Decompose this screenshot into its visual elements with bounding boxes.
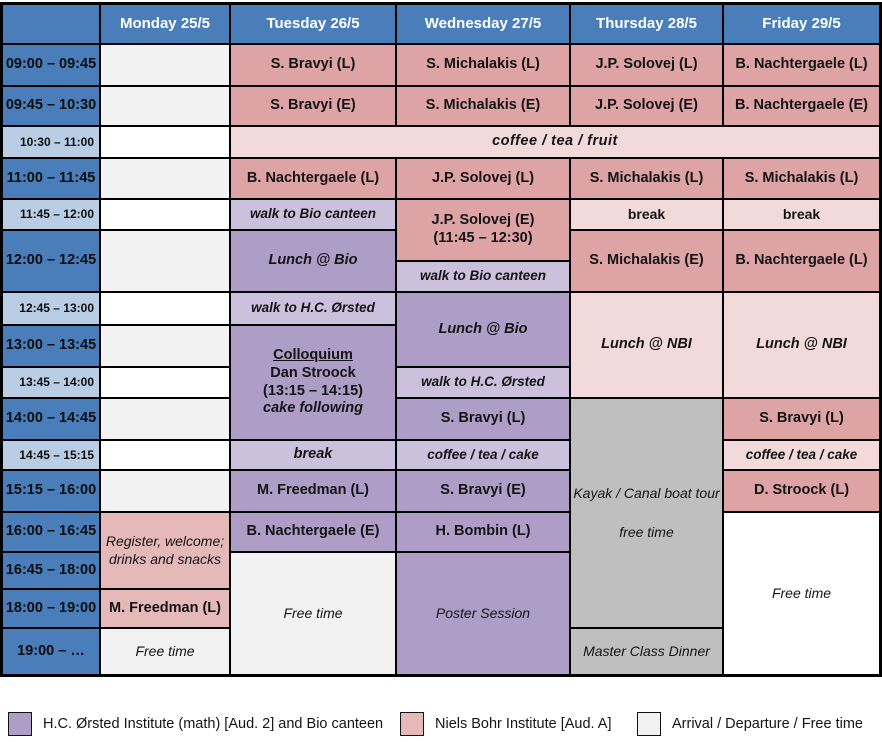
time-label-1345: 13:45 – 14:00 [3,368,99,397]
time-label-1300: 13:00 – 13:45 [3,326,99,366]
cell-wed-bravyi-l: S. Bravyi (L) [397,399,569,439]
corner-cell [3,5,99,43]
cell-wed-walk-bio: walk to Bio canteen [397,262,569,291]
cell-tue-bravyi-e: S. Bravyi (E) [231,87,395,125]
cell-thu-master-class-dinner: Master Class Dinner [571,629,722,674]
legend-swatch-pink [400,712,424,736]
cell-fri-bravyi-l: S. Bravyi (L) [724,399,879,439]
time-label-1515: 15:15 – 16:00 [3,471,99,511]
time-label-1400: 14:00 – 14:45 [3,399,99,439]
colloquium-time: (13:15 – 14:15) [263,382,363,399]
cell-tue-break: break [231,441,395,469]
cell-fri-free-time: Free time [724,513,879,674]
cell-tue-walk-bio: walk to Bio canteen [231,200,395,229]
cell-thu-lunch-nbi: Lunch @ NBI [571,293,722,397]
cell-thu-break: break [571,200,722,229]
cell-mon-registration: Register, welcome; drinks and snacks [101,513,229,588]
cell-fri-nachtergaele-l: B. Nachtergaele (L) [724,45,879,85]
day-header-monday: Monday 25/5 [101,5,229,43]
cell-mon-freedman: M. Freedman (L) [101,590,229,627]
colloquium-title: Colloquium [273,347,353,364]
cell-mon-1145-empty [101,200,229,229]
time-label-0900: 09:00 – 09:45 [3,45,99,85]
time-label-1100: 11:00 – 11:45 [3,159,99,198]
cell-wed-walk-hco: walk to H.C. Ørsted [397,368,569,397]
cell-fri-stroock-l: D. Stroock (L) [724,471,879,511]
cell-mon-1100-empty [101,159,229,198]
cell-tue-bravyi-l: S. Bravyi (L) [231,45,395,85]
time-label-0945: 09:45 – 10:30 [3,87,99,125]
legend: H.C. Ørsted Institute (math) [Aud. 2] an… [0,712,882,740]
cell-wed-bombin-l: H. Bombin (L) [397,513,569,551]
legend-swatch-purple [8,712,32,736]
time-label-1245: 12:45 – 13:00 [3,293,99,324]
cell-tue-colloquium: Colloquium Dan Stroock (13:15 – 14:15) c… [231,326,395,439]
legend-item-free: Arrival / Departure / Free time [637,712,863,736]
kayak-tour-label: Kayak / Canal boat tour [573,484,720,501]
cell-mon-1300-empty [101,326,229,366]
wed-solovej-e-time: (11:45 – 12:30) [433,230,533,246]
cell-wed-solovej-e: J.P. Solovej (E) (11:45 – 12:30) [397,200,569,260]
cell-mon-1030-empty [101,127,229,157]
cell-tue-walk-hco: walk to H.C. Ørsted [231,293,395,324]
cell-mon-free-time: Free time [101,629,229,674]
cell-fri-nachtergaele-l2: B. Nachtergaele (L) [724,231,879,291]
cell-fri-lunch-nbi: Lunch @ NBI [724,293,879,397]
legend-label-hco: H.C. Ørsted Institute (math) [Aud. 2] an… [43,716,384,732]
legend-item-hco: H.C. Ørsted Institute (math) [Aud. 2] an… [8,712,383,736]
cell-mon-1200-empty [101,231,229,291]
legend-item-nbi: Niels Bohr Institute [Aud. A] [400,712,612,736]
legend-label-nbi: Niels Bohr Institute [Aud. A] [435,716,612,732]
cell-tue-free-time: Free time [231,553,395,674]
cell-tue-nachtergaele-e: B. Nachtergaele (E) [231,513,395,551]
time-label-1145: 11:45 – 12:00 [3,200,99,229]
cell-thu-solovej-l: J.P. Solovej (L) [571,45,722,85]
time-label-1030: 10:30 – 11:00 [3,127,99,157]
time-label-1600: 16:00 – 16:45 [3,513,99,551]
day-header-thursday: Thursday 28/5 [571,5,722,43]
time-label-1645: 16:45 – 18:00 [3,553,99,588]
cell-wed-michalakis-e: S. Michalakis (E) [397,87,569,125]
cell-thu-kayak-tour: Kayak / Canal boat tour free time [571,399,722,627]
cell-mon-1445-empty [101,441,229,469]
legend-swatch-white [637,712,661,736]
time-label-1800: 18:00 – 19:00 [3,590,99,627]
cell-mon-1515-empty [101,471,229,511]
time-label-1200: 12:00 – 12:45 [3,231,99,291]
cell-fri-break: break [724,200,879,229]
cell-wed-lunch-bio: Lunch @ Bio [397,293,569,366]
cell-thu-michalakis-l: S. Michalakis (L) [571,159,722,198]
cell-wed-bravyi-e: S. Bravyi (E) [397,471,569,511]
time-label-1445: 14:45 – 15:15 [3,441,99,469]
cell-fri-coffee-cake: coffee / tea / cake [724,441,879,469]
cell-mon-1245-empty [101,293,229,324]
wed-solovej-e-name: J.P. Solovej (E) [431,212,535,229]
cell-wed-michalakis-l: S. Michalakis (L) [397,45,569,85]
schedule-table: Monday 25/5 Tuesday 26/5 Wednesday 27/5 … [0,2,882,677]
cell-tue-nachtergaele-l: B. Nachtergaele (L) [231,159,395,198]
day-header-friday: Friday 29/5 [724,5,879,43]
cell-wed-coffee-cake: coffee / tea / cake [397,441,569,469]
cell-wed-poster-session: Poster Session [397,553,569,674]
cell-mon-1400-empty [101,399,229,439]
day-header-wednesday: Wednesday 27/5 [397,5,569,43]
cell-tue-lunch-bio: Lunch @ Bio [231,231,395,291]
legend-label-free: Arrival / Departure / Free time [672,716,863,732]
cell-thu-michalakis-e: S. Michalakis (E) [571,231,722,291]
cell-fri-michalakis-l: S. Michalakis (L) [724,159,879,198]
time-label-1900: 19:00 – … [3,629,99,674]
cell-mon-1345-empty [101,368,229,397]
cell-mon-0945-empty [101,87,229,125]
cell-coffee-tea-fruit: coffee / tea / fruit [231,127,879,157]
colloquium-note: cake following [263,400,363,417]
cell-fri-nachtergaele-e: B. Nachtergaele (E) [724,87,879,125]
cell-mon-0900-empty [101,45,229,85]
cell-wed-solovej-l: J.P. Solovej (L) [397,159,569,198]
colloquium-speaker: Dan Stroock [270,364,356,381]
cell-tue-freedman: M. Freedman (L) [231,471,395,511]
kayak-free-time-label: free time [619,524,674,540]
day-header-tuesday: Tuesday 26/5 [231,5,395,43]
cell-thu-solovej-e: J.P. Solovej (E) [571,87,722,125]
